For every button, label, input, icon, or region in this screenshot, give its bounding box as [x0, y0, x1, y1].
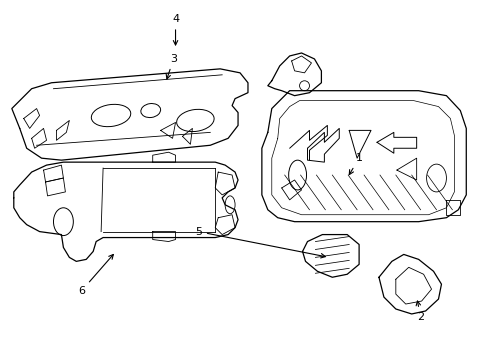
- Text: 3: 3: [166, 54, 177, 79]
- Text: 4: 4: [172, 14, 179, 45]
- Text: 6: 6: [78, 255, 113, 296]
- Text: 2: 2: [415, 301, 423, 322]
- Text: 1: 1: [348, 153, 362, 175]
- Text: 5: 5: [194, 226, 325, 258]
